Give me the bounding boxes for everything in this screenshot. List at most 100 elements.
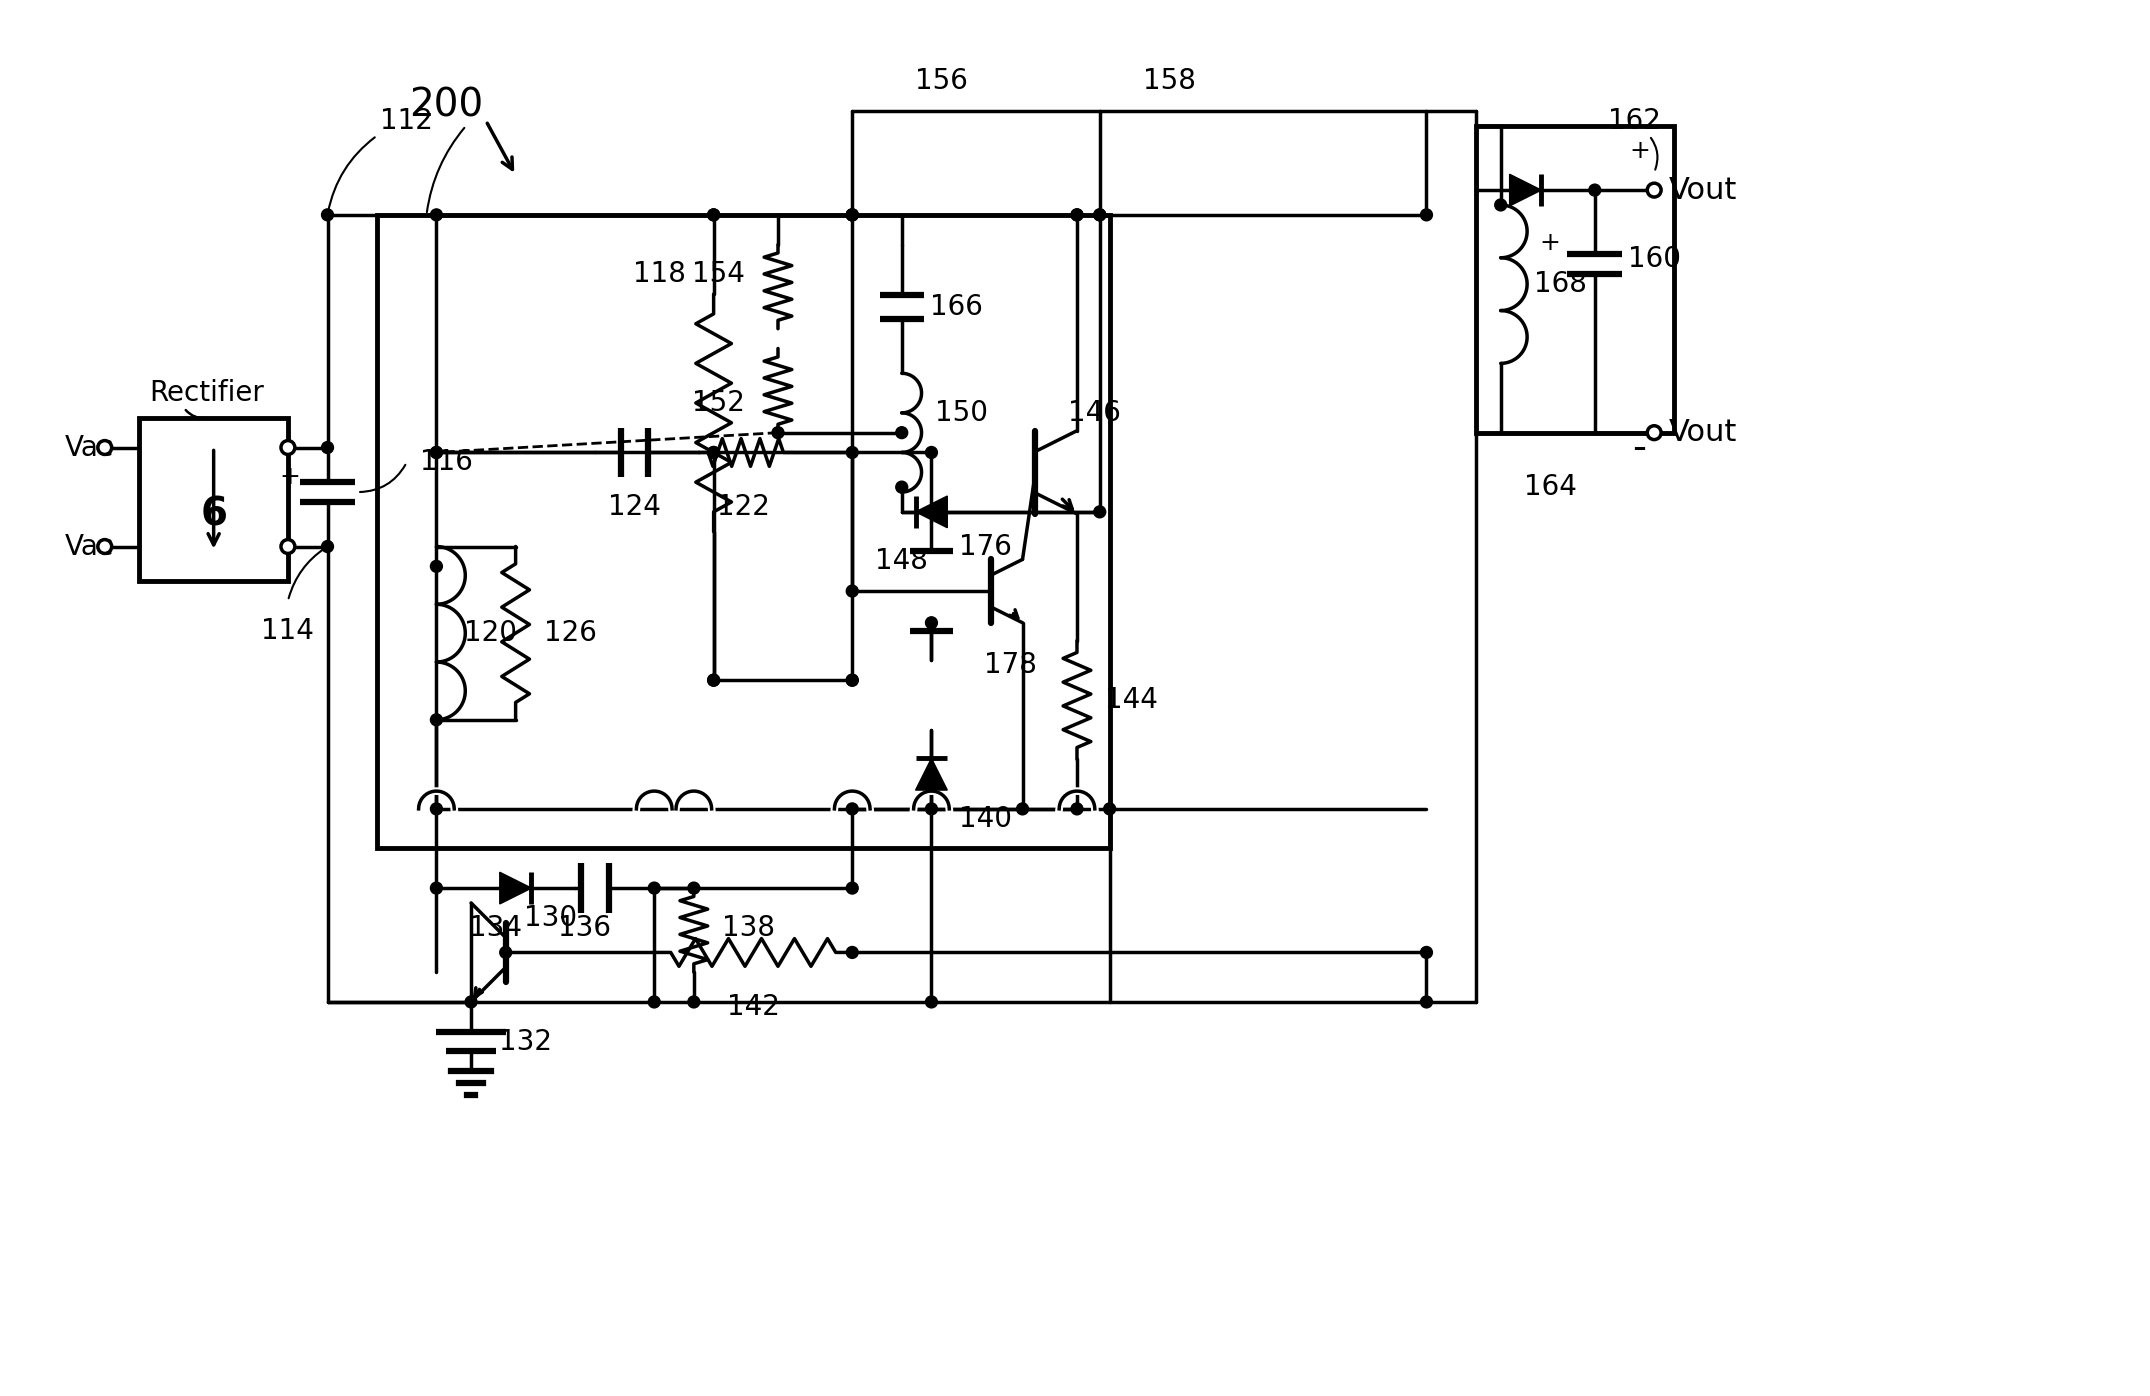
Text: 6: 6 xyxy=(200,496,228,533)
Circle shape xyxy=(924,447,937,458)
Text: 168: 168 xyxy=(1533,271,1587,299)
Circle shape xyxy=(430,560,443,572)
Text: 136: 136 xyxy=(559,914,611,942)
Circle shape xyxy=(430,713,443,726)
Text: 124: 124 xyxy=(608,493,660,521)
Text: 154: 154 xyxy=(692,260,746,288)
Circle shape xyxy=(649,995,660,1008)
Text: 162: 162 xyxy=(1608,107,1660,135)
Text: 156: 156 xyxy=(916,67,968,95)
Polygon shape xyxy=(1509,174,1542,207)
Circle shape xyxy=(430,882,443,893)
Circle shape xyxy=(1071,209,1084,221)
Bar xyxy=(140,417,288,581)
Polygon shape xyxy=(916,758,948,790)
Circle shape xyxy=(707,447,720,458)
Text: +: + xyxy=(1630,138,1649,162)
Circle shape xyxy=(1071,209,1084,221)
Text: 134: 134 xyxy=(469,914,522,942)
Circle shape xyxy=(772,427,785,438)
Text: Vac: Vac xyxy=(64,532,114,561)
Circle shape xyxy=(1494,200,1507,211)
Circle shape xyxy=(924,803,937,815)
Text: 132: 132 xyxy=(499,1027,553,1055)
Circle shape xyxy=(1421,209,1432,221)
Text: 122: 122 xyxy=(716,493,770,521)
Text: 158: 158 xyxy=(1142,67,1195,95)
Circle shape xyxy=(1421,995,1432,1008)
Circle shape xyxy=(322,540,333,553)
Circle shape xyxy=(430,209,443,221)
Text: 150: 150 xyxy=(935,399,987,427)
Circle shape xyxy=(707,209,720,221)
Circle shape xyxy=(707,674,720,685)
Text: 142: 142 xyxy=(727,993,780,1020)
Circle shape xyxy=(707,674,720,685)
Text: 140: 140 xyxy=(959,804,1013,833)
Circle shape xyxy=(847,882,858,893)
Circle shape xyxy=(97,441,112,455)
Circle shape xyxy=(707,447,720,458)
Circle shape xyxy=(847,209,858,221)
Circle shape xyxy=(282,441,295,455)
Text: 130: 130 xyxy=(525,903,576,931)
Circle shape xyxy=(847,674,858,685)
Circle shape xyxy=(924,995,937,1008)
Circle shape xyxy=(1103,803,1116,815)
Text: Vac: Vac xyxy=(64,434,114,462)
Text: 166: 166 xyxy=(929,293,983,321)
Circle shape xyxy=(322,441,333,454)
Text: 176: 176 xyxy=(959,532,1013,561)
Circle shape xyxy=(847,803,858,815)
Text: 112: 112 xyxy=(381,107,432,135)
Circle shape xyxy=(97,540,112,553)
Circle shape xyxy=(1421,946,1432,959)
Text: Vout: Vout xyxy=(1668,176,1737,205)
Circle shape xyxy=(1647,183,1662,197)
Circle shape xyxy=(707,209,720,221)
Bar xyxy=(1475,126,1675,433)
Circle shape xyxy=(1017,803,1028,815)
Text: 178: 178 xyxy=(985,652,1036,680)
Text: 146: 146 xyxy=(1069,399,1122,427)
Circle shape xyxy=(649,882,660,893)
Circle shape xyxy=(847,674,858,685)
Text: +: + xyxy=(280,465,301,489)
Circle shape xyxy=(847,585,858,597)
Circle shape xyxy=(1589,184,1602,195)
Text: Rectifier: Rectifier xyxy=(148,380,264,408)
Text: 160: 160 xyxy=(1628,246,1681,274)
Circle shape xyxy=(1094,505,1105,518)
Circle shape xyxy=(1071,803,1084,815)
Circle shape xyxy=(847,447,858,458)
Text: 164: 164 xyxy=(1524,473,1576,501)
Text: 138: 138 xyxy=(722,914,774,942)
Circle shape xyxy=(897,427,907,438)
Text: 118: 118 xyxy=(632,260,686,288)
Text: 144: 144 xyxy=(1105,685,1159,713)
Circle shape xyxy=(430,447,443,458)
Text: -: - xyxy=(1632,429,1647,466)
Circle shape xyxy=(430,447,443,458)
Circle shape xyxy=(688,882,699,893)
Polygon shape xyxy=(499,872,531,905)
Text: 120: 120 xyxy=(464,620,518,648)
Circle shape xyxy=(1094,209,1105,221)
Polygon shape xyxy=(916,496,948,528)
Text: 126: 126 xyxy=(544,620,596,648)
Text: 114: 114 xyxy=(262,617,314,645)
Circle shape xyxy=(688,995,699,1008)
Text: 152: 152 xyxy=(692,389,746,417)
Circle shape xyxy=(847,209,858,221)
Circle shape xyxy=(897,482,907,493)
Circle shape xyxy=(847,946,858,959)
Circle shape xyxy=(847,209,858,221)
Circle shape xyxy=(499,946,512,959)
Circle shape xyxy=(282,540,295,553)
Text: +: + xyxy=(1539,230,1561,254)
Text: 116: 116 xyxy=(419,448,473,476)
Circle shape xyxy=(464,995,477,1008)
Text: Vout: Vout xyxy=(1668,419,1737,447)
Text: 200: 200 xyxy=(408,87,484,126)
Circle shape xyxy=(322,209,333,221)
